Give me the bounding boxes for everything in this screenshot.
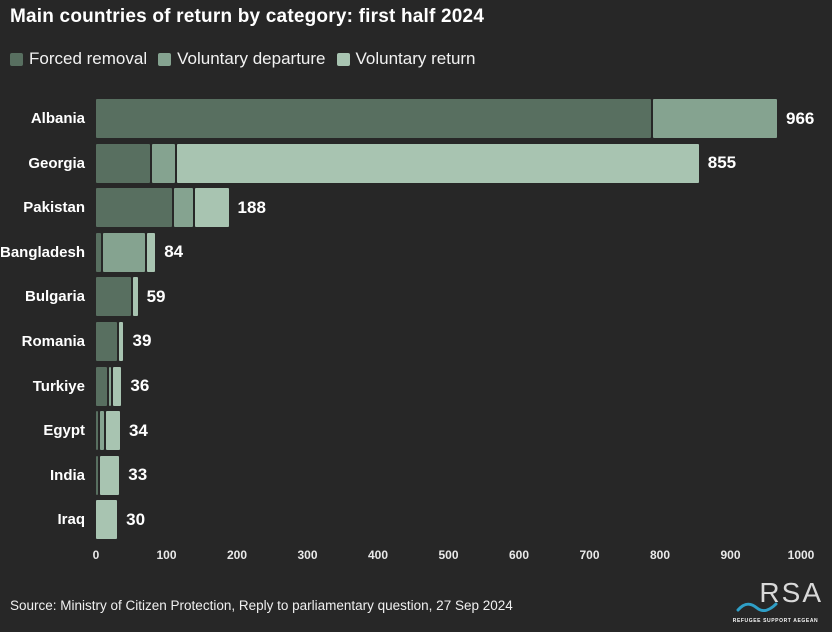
x-axis-tick-label: 200 [226,548,248,562]
bar-row: Romania 39 [0,321,832,361]
rsa-logo-text: RSA [759,577,823,608]
country-label: Romania [21,332,85,350]
bar-track: 36 [96,366,801,406]
country-label: Turkiye [32,377,85,395]
x-axis-tick-label: 300 [297,548,318,562]
legend-label-forced-removal: Forced removal [29,49,148,68]
bar-value-label: 84 [164,242,184,262]
x-axis-tick-label: 0 [92,548,100,562]
bar-segment-forced-removal [96,366,107,406]
bar-row: Bulgaria 59 [0,277,832,317]
bar-segment-voluntary-return [99,455,120,495]
x-axis-tick-label: 700 [579,548,600,562]
bar-track: 59 [96,277,801,317]
x-axis-tick-label: 500 [438,548,459,562]
bar-track: 966 [96,99,814,138]
legend-label-voluntary-return: Voluntary return [355,49,476,68]
bar-segment-forced-removal [96,411,99,451]
bar-segment-forced-removal [96,232,102,272]
chart-title: Main countries of return by category: fi… [10,6,485,27]
bar-track: 188 [96,188,801,228]
bar-segment-voluntary-return [146,232,156,272]
bar-segment-forced-removal [96,143,151,183]
legend-item-voluntary-return: Voluntary return [336,49,476,69]
bar-value-label: 36 [130,376,150,396]
bar-segment-voluntary-departure [103,232,145,272]
bar-segment-voluntary-return [119,321,124,361]
bar-row: Iraq 30 [0,500,832,540]
bar-track: 30 [96,500,801,540]
bar-row: India 33 [0,455,832,495]
bar-value-label: 34 [128,420,148,440]
legend-swatch-voluntary-return-icon [336,52,350,66]
bar-track: 33 [96,455,801,495]
bar-value-label: 59 [146,286,166,306]
bar-value-label: 966 [786,108,815,128]
bar-value-label: 33 [128,465,148,485]
bar-segment-forced-removal [96,99,651,138]
bar-segment-voluntary-return [177,143,699,183]
bar-segment-voluntary-departure [100,411,104,451]
country-label: Georgia [28,154,85,172]
bar-row: Pakistan 188 [0,188,832,228]
x-axis-tick-label: 400 [367,548,389,562]
bar-segment-voluntary-return [194,188,229,228]
bar-segment-forced-removal [96,188,172,228]
bar-track: 84 [96,232,801,272]
bar-segment-voluntary-departure [108,366,111,406]
bar-track: 34 [96,411,801,451]
country-label: Iraq [57,511,85,529]
rsa-logo-subtext: REFUGEE SUPPORT AEGEAN [732,618,819,624]
country-label: Pakistan [23,199,85,217]
legend-item-forced-removal: Forced removal [10,49,147,69]
x-axis: 0 100 200 300 400 500 600 700 800 900 1000 [0,548,832,566]
bar-row: Albania 966 [0,99,832,138]
bar-segment-forced-removal [96,321,118,361]
bar-track: 39 [96,321,801,361]
country-label: Albania [30,110,85,127]
bar-row: Turkiye 36 [0,366,832,406]
bar-track: 855 [96,143,801,183]
bar-segment-forced-removal [96,277,132,317]
legend-swatch-voluntary-departure-icon [158,52,172,66]
bar-segment-voluntary-departure [173,188,193,228]
x-axis-tick-label: 600 [508,548,530,562]
bar-value-label: 39 [132,331,152,351]
bar-row: Egypt 34 [0,411,832,451]
country-label: Bangladesh [0,243,86,261]
footer: Source: Ministry of Citizen Protection, … [0,577,832,632]
bar-row: Bangladesh 84 [0,232,832,272]
legend-label-voluntary-departure: Voluntary departure [177,49,326,68]
bar-segment-voluntary-return [133,277,138,317]
bar-chart: Albania 966 Georgia 855 Pakistan 188 Banglades… [0,99,832,545]
legend-item-voluntary-departure: Voluntary departure [158,49,326,69]
country-label: Egypt [43,422,85,440]
x-axis-tick-label: 100 [156,548,177,562]
bar-segment-voluntary-return [96,500,118,540]
source-text: Source: Ministry of Citizen Protection, … [10,598,513,613]
bar-segment-forced-removal [96,455,98,495]
bar-value-label: 188 [237,197,266,217]
x-axis-tick-label: 1000 [787,548,815,562]
rsa-logo: RSA REFUGEE SUPPORT AEGEAN [728,577,823,627]
bar-value-label: 30 [126,509,146,529]
x-axis-tick-label: 900 [720,548,741,562]
bar-segment-voluntary-departure [652,99,778,138]
bar-segment-voluntary-return [112,366,122,406]
country-label: Bulgaria [24,288,85,306]
bar-row: Georgia 855 [0,143,832,183]
x-axis-tick-label: 800 [649,548,671,562]
bar-value-label: 855 [707,153,737,173]
bar-segment-voluntary-return [105,411,120,451]
legend: Forced removal Voluntary departure Volun… [10,49,476,69]
bar-segment-voluntary-departure [152,143,176,183]
legend-swatch-forced-removal-icon [10,52,23,66]
country-label: India [49,466,85,484]
wave-icon [736,602,778,613]
